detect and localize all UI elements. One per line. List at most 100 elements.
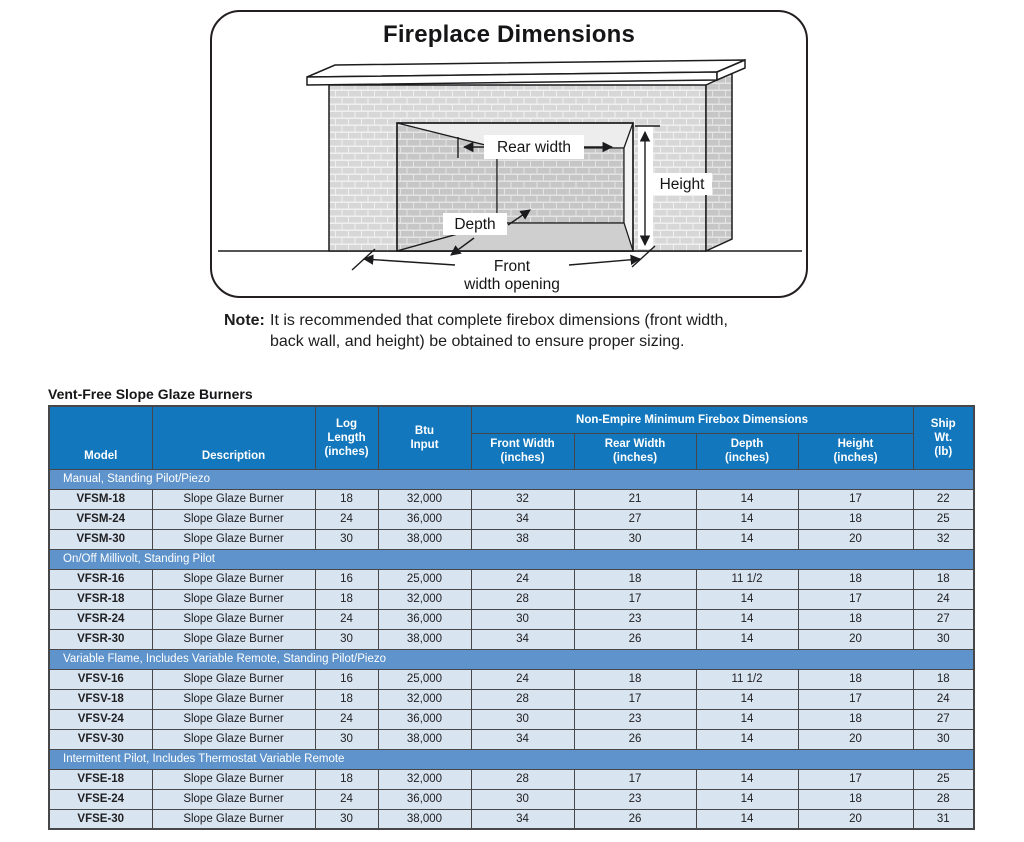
cell-model: VFSV-30 bbox=[48, 728, 153, 750]
cell-front_width: 32 bbox=[470, 488, 575, 510]
cell-rear_width: 30 bbox=[573, 528, 697, 550]
cell-model: VFSM-30 bbox=[48, 528, 153, 550]
cell-description: Slope Glaze Burner bbox=[151, 808, 316, 830]
cell-ship_wt: 18 bbox=[912, 668, 975, 690]
section-row: Intermittent Pilot, Includes Thermostat … bbox=[48, 748, 975, 770]
table-row: VFSE-30 Slope Glaze Burner 30 38,000 34 26 14 2… bbox=[48, 808, 975, 830]
cell-model: VFSR-30 bbox=[48, 628, 153, 650]
cell-front_width: 30 bbox=[470, 708, 575, 730]
cell-height: 20 bbox=[797, 808, 914, 830]
cell-front_width: 30 bbox=[470, 788, 575, 810]
cell-depth: 11 1/2 bbox=[695, 668, 799, 690]
cell-height: 18 bbox=[797, 708, 914, 730]
section-row: Variable Flame, Includes Variable Remote… bbox=[48, 648, 975, 670]
table-title: Vent-Free Slope Glaze Burners bbox=[48, 386, 253, 402]
rear-width-callout: Rear width bbox=[457, 135, 614, 159]
cell-depth: 11 1/2 bbox=[695, 568, 799, 590]
cell-rear_width: 21 bbox=[573, 488, 697, 510]
depth-callout: Depth bbox=[443, 209, 531, 256]
cell-ship_wt: 30 bbox=[912, 728, 975, 750]
cell-front_width: 34 bbox=[470, 508, 575, 530]
cell-btu_input: 25,000 bbox=[377, 668, 472, 690]
cell-front_width: 34 bbox=[470, 628, 575, 650]
cell-log_length: 18 bbox=[314, 588, 379, 610]
cell-log_length: 18 bbox=[314, 768, 379, 790]
cell-depth: 14 bbox=[695, 768, 799, 790]
cell-height: 18 bbox=[797, 568, 914, 590]
cell-rear_width: 23 bbox=[573, 788, 697, 810]
cell-front_width: 28 bbox=[470, 688, 575, 710]
cell-ship_wt: 25 bbox=[912, 508, 975, 530]
cell-model: VFSV-16 bbox=[48, 668, 153, 690]
cell-description: Slope Glaze Burner bbox=[151, 788, 316, 810]
col-header-btu-input: Btu Input bbox=[377, 405, 472, 470]
section-header: Manual, Standing Pilot/Piezo bbox=[48, 468, 975, 490]
cell-description: Slope Glaze Burner bbox=[151, 508, 316, 530]
cell-height: 17 bbox=[797, 488, 914, 510]
cell-ship_wt: 18 bbox=[912, 568, 975, 590]
cell-height: 18 bbox=[797, 668, 914, 690]
cell-ship_wt: 30 bbox=[912, 628, 975, 650]
height-label: Height bbox=[660, 176, 705, 193]
cell-btu_input: 38,000 bbox=[377, 528, 472, 550]
section-header: On/Off Millivolt, Standing Pilot bbox=[48, 548, 975, 570]
depth-label: Depth bbox=[454, 216, 495, 233]
cell-description: Slope Glaze Burner bbox=[151, 708, 316, 730]
cell-height: 20 bbox=[797, 728, 914, 750]
cell-btu_input: 32,000 bbox=[377, 488, 472, 510]
cell-depth: 14 bbox=[695, 808, 799, 830]
front-width-label-line1: Front bbox=[494, 258, 531, 275]
cell-ship_wt: 27 bbox=[912, 708, 975, 730]
cell-description: Slope Glaze Burner bbox=[151, 588, 316, 610]
cell-rear_width: 17 bbox=[573, 588, 697, 610]
table-row: VFSR-24 Slope Glaze Burner 24 36,000 30 23 14 1… bbox=[48, 608, 975, 630]
table-row: VFSE-24 Slope Glaze Burner 24 36,000 30 23 14 1… bbox=[48, 788, 975, 810]
cell-log_length: 30 bbox=[314, 728, 379, 750]
cell-log_length: 24 bbox=[314, 608, 379, 630]
cell-depth: 14 bbox=[695, 608, 799, 630]
table-row: VFSV-18 Slope Glaze Burner 18 32,000 28 17 14 1… bbox=[48, 688, 975, 710]
cell-log_length: 30 bbox=[314, 808, 379, 830]
cell-btu_input: 38,000 bbox=[377, 628, 472, 650]
burners-spec-table: Model Description Log Length (inches) Bt… bbox=[48, 405, 976, 830]
cell-description: Slope Glaze Burner bbox=[151, 488, 316, 510]
cell-height: 17 bbox=[797, 768, 914, 790]
cell-rear_width: 18 bbox=[573, 668, 697, 690]
cell-depth: 14 bbox=[695, 528, 799, 550]
cell-front_width: 24 bbox=[470, 568, 575, 590]
cell-front_width: 28 bbox=[470, 768, 575, 790]
cell-ship_wt: 31 bbox=[912, 808, 975, 830]
cell-front_width: 34 bbox=[470, 808, 575, 830]
cell-depth: 14 bbox=[695, 688, 799, 710]
cell-depth: 14 bbox=[695, 488, 799, 510]
col-header-log-length: Log Length (inches) bbox=[314, 405, 379, 470]
cell-ship_wt: 24 bbox=[912, 588, 975, 610]
fireplace-illustration: Rear width Height Depth bbox=[218, 58, 802, 293]
section-row: Manual, Standing Pilot/Piezo bbox=[48, 468, 975, 490]
cell-rear_width: 17 bbox=[573, 688, 697, 710]
cell-ship_wt: 25 bbox=[912, 768, 975, 790]
cell-btu_input: 32,000 bbox=[377, 588, 472, 610]
table-row: VFSV-30 Slope Glaze Burner 30 38,000 34 26 14 2… bbox=[48, 728, 975, 750]
cell-front_width: 24 bbox=[470, 668, 575, 690]
cell-ship_wt: 24 bbox=[912, 688, 975, 710]
cell-rear_width: 23 bbox=[573, 608, 697, 630]
col-header-depth: Depth (inches) bbox=[695, 432, 799, 470]
cell-rear_width: 27 bbox=[573, 508, 697, 530]
cell-btu_input: 25,000 bbox=[377, 568, 472, 590]
cell-log_length: 18 bbox=[314, 688, 379, 710]
table-row: VFSE-18 Slope Glaze Burner 18 32,000 28 17 14 1… bbox=[48, 768, 975, 790]
cell-model: VFSE-18 bbox=[48, 768, 153, 790]
table-row: VFSV-24 Slope Glaze Burner 24 36,000 30 23 14 1… bbox=[48, 708, 975, 730]
cell-model: VFSV-24 bbox=[48, 708, 153, 730]
cell-model: VFSR-24 bbox=[48, 608, 153, 630]
cell-front_width: 30 bbox=[470, 608, 575, 630]
table-row: VFSM-18 Slope Glaze Burner 18 32,000 32 21 14 1… bbox=[48, 488, 975, 510]
table-row: VFSR-16 Slope Glaze Burner 16 25,000 24 18 11 … bbox=[48, 568, 975, 590]
fireplace-dimensions-panel: Fireplace Dimensions bbox=[210, 10, 808, 298]
cell-rear_width: 18 bbox=[573, 568, 697, 590]
table-row: VFSR-18 Slope Glaze Burner 18 32,000 28 17 14 1… bbox=[48, 588, 975, 610]
cell-description: Slope Glaze Burner bbox=[151, 608, 316, 630]
height-callout: Height bbox=[635, 125, 712, 249]
cell-depth: 14 bbox=[695, 788, 799, 810]
